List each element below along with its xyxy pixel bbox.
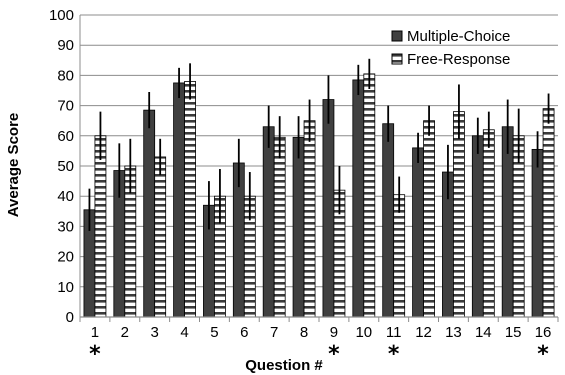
- y-tick-label: 20: [57, 249, 74, 266]
- significance-marker: *: [537, 342, 549, 367]
- bar-multiple-choice: [262, 126, 275, 318]
- legend-label-free-response: Free-Response: [407, 51, 510, 68]
- x-tick-labels: 1 2 3 4 5 6 7 8 9 10 11 12 13 14 15 16: [91, 324, 552, 341]
- x-tick-label: 10: [355, 324, 372, 341]
- bar-multiple-choice: [173, 82, 185, 318]
- y-tick-label: 70: [57, 98, 74, 115]
- bar-free-response: [184, 81, 196, 318]
- bar-free-response: [273, 136, 286, 318]
- bar-multiple-choice: [143, 109, 156, 318]
- bar-multiple-choice: [412, 147, 424, 318]
- bars: [83, 73, 555, 318]
- legend: Multiple-Choice Free-Response: [391, 28, 510, 68]
- bar-free-response: [482, 129, 495, 318]
- bar-free-response: [363, 73, 376, 318]
- bar-free-response: [393, 194, 406, 318]
- legend-label-multiple-choice: Multiple-Choice: [407, 28, 510, 45]
- bar-free-response: [154, 156, 167, 318]
- x-tick-label: 15: [505, 324, 522, 341]
- y-tick-label: 10: [57, 279, 74, 296]
- x-tick-label: 8: [300, 324, 308, 341]
- y-tick-labels: 0 10 20 30 40 50 60 70 80 90 100: [49, 7, 74, 326]
- bar-multiple-choice: [322, 99, 335, 318]
- y-tick-label: 0: [66, 309, 74, 326]
- x-tick-label: 12: [415, 324, 432, 341]
- x-tick-label: 14: [475, 324, 492, 341]
- bar-free-response: [542, 108, 555, 318]
- error-bars: [88, 58, 550, 231]
- x-tick-label: 11: [386, 324, 402, 341]
- bar-multiple-choice: [471, 135, 484, 318]
- x-axis-title: Question #: [245, 357, 323, 374]
- x-tick-label: 3: [151, 324, 159, 341]
- x-tick-label: 2: [121, 324, 129, 341]
- x-tick-label: 4: [180, 324, 188, 341]
- bar-multiple-choice: [292, 136, 305, 318]
- y-tick-label: 30: [57, 218, 74, 235]
- y-tick-label: 40: [57, 188, 74, 205]
- x-tick-label: 5: [210, 324, 218, 341]
- x-tick-label: 9: [330, 324, 338, 341]
- y-tick-label: 50: [57, 158, 74, 175]
- bar-free-response: [453, 111, 465, 318]
- significance-marker: *: [89, 342, 101, 367]
- legend-swatch-free-response: [391, 53, 403, 65]
- bar-multiple-choice: [501, 126, 514, 318]
- bar-multiple-choice: [352, 79, 365, 318]
- x-tick-label: 13: [445, 324, 462, 341]
- bar-multiple-choice: [382, 123, 395, 318]
- x-tick-label: 1: [91, 324, 99, 341]
- bar-free-response: [94, 135, 107, 318]
- bar-multiple-choice: [531, 148, 544, 318]
- y-tick-label: 90: [57, 37, 74, 54]
- bar-free-response: [303, 120, 316, 318]
- bar-free-response: [423, 120, 435, 318]
- y-axis-title: Average Score: [5, 113, 22, 218]
- x-tick-label: 6: [240, 324, 248, 341]
- axes: [79, 15, 559, 322]
- x-tick-label: 16: [535, 324, 552, 341]
- legend-swatch-multiple-choice: [391, 30, 403, 42]
- x-tick-label: 7: [270, 324, 278, 341]
- significance-marker: *: [328, 342, 340, 367]
- y-tick-label: 80: [57, 67, 74, 84]
- significance-markers: * * * *: [89, 342, 549, 367]
- y-tick-label: 100: [49, 7, 74, 24]
- significance-marker: *: [388, 342, 400, 367]
- y-tick-label: 60: [57, 128, 74, 145]
